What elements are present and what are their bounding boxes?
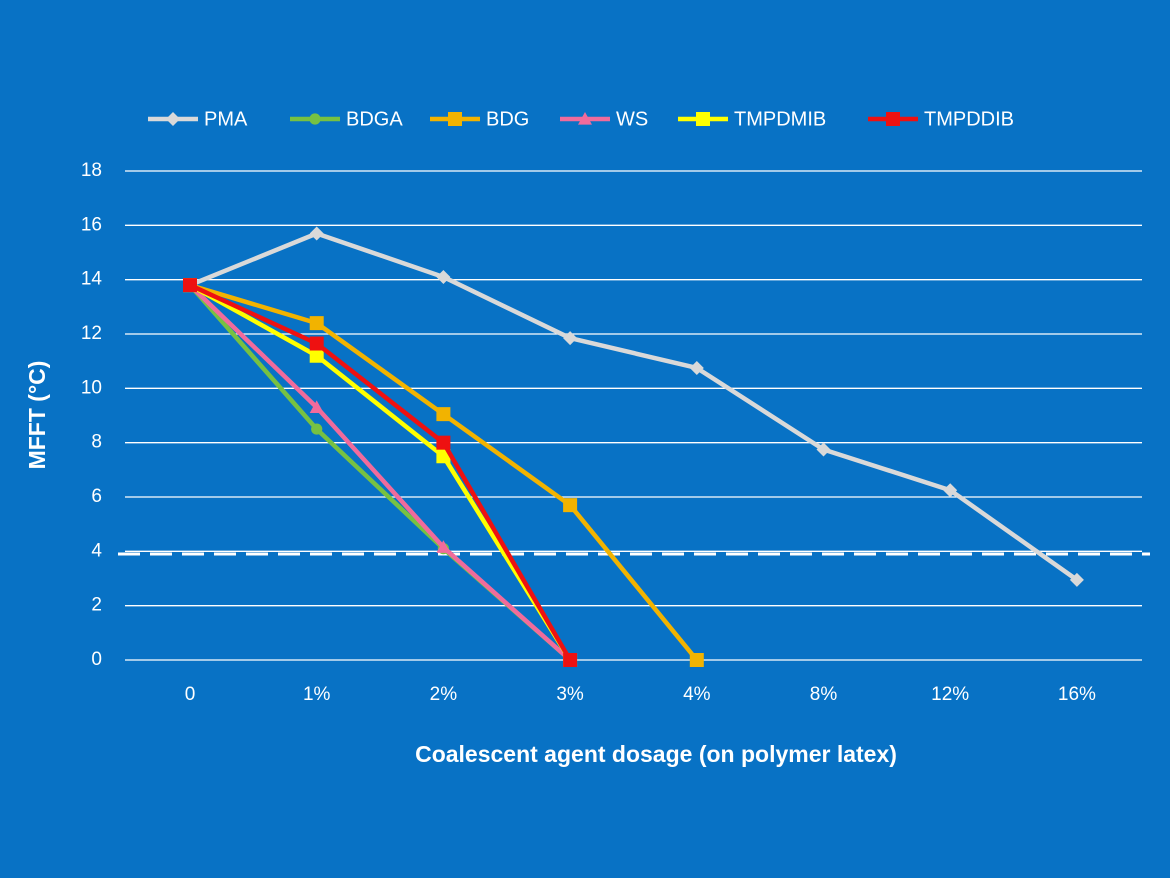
x-tick-label: 12% (931, 684, 969, 705)
x-tick-label: 8% (810, 684, 838, 705)
y-axis-ticks: 0 2 4 6 8 10 12 14 16 18 (81, 160, 103, 670)
legend-swatch-marker (696, 112, 710, 126)
x-tick-label: 4% (683, 684, 711, 705)
legend-item-bdga: BDGA (290, 108, 403, 130)
legend-swatch-marker (448, 112, 462, 126)
legend-swatch-marker (886, 112, 900, 126)
data-point-tmpddib (310, 337, 324, 351)
legend-label: TMPDMIB (734, 108, 826, 130)
x-tick-label: 2% (430, 684, 458, 705)
data-point-tmpddib (183, 278, 197, 292)
x-tick-label: 16% (1058, 684, 1096, 705)
legend-label: BDG (486, 108, 529, 130)
x-tick-label: 3% (556, 684, 584, 705)
data-point-bdg (563, 498, 577, 512)
data-point-tmpdmib (310, 349, 324, 363)
chart: 0 2 4 6 8 10 12 14 16 18 0 1% 2% 3% 4% 8% 12% 16% PMA BDG… (0, 0, 1170, 878)
legend-label: BDGA (346, 108, 403, 130)
data-point-bdg (436, 407, 450, 421)
y-tick-label: 8 (91, 432, 102, 453)
legend-item-tmpdmib: TMPDMIB (678, 108, 826, 130)
x-tick-label: 1% (303, 684, 331, 705)
legend-label: TMPDDIB (924, 108, 1014, 130)
y-axis-title: MFFT (°C) (24, 361, 50, 470)
data-point-pma (310, 226, 324, 240)
y-tick-label: 12 (81, 323, 102, 344)
data-point-bdg (690, 653, 704, 667)
legend-item-bdg: BDG (430, 108, 529, 130)
data-point-tmpddib (436, 436, 450, 450)
y-tick-label: 0 (91, 649, 102, 670)
data-point-pma (563, 331, 577, 345)
data-point-pma (436, 270, 450, 284)
series-line-pma (190, 233, 1077, 579)
y-tick-label: 10 (81, 377, 102, 398)
y-tick-label: 6 (91, 486, 102, 507)
x-axis-ticks: 0 1% 2% 3% 4% 8% 12% 16% (185, 684, 1096, 705)
legend-swatch-marker (166, 112, 180, 126)
data-point-bdg (310, 316, 324, 330)
series-bdg (183, 278, 704, 667)
legend-label: PMA (204, 108, 248, 130)
series-line-ws (190, 285, 570, 660)
data-point-bdga (311, 423, 322, 434)
series-group (183, 226, 1084, 667)
legend-label: WS (616, 108, 648, 130)
x-tick-label: 0 (185, 684, 196, 705)
x-axis-title: Coalescent agent dosage (on polymer late… (415, 741, 897, 767)
legend-item-ws: WS (560, 108, 648, 130)
y-tick-label: 4 (91, 540, 102, 561)
y-tick-label: 2 (91, 595, 102, 616)
legend-item-tmpddib: TMPDDIB (868, 108, 1014, 130)
y-tick-label: 16 (81, 214, 102, 235)
y-tick-label: 18 (81, 160, 102, 181)
series-ws (183, 278, 577, 665)
y-tick-label: 14 (81, 269, 103, 290)
data-point-tmpddib (563, 653, 577, 667)
legend: PMA BDGA BDG WS TMPDMIB TMPDDIB (148, 108, 1014, 130)
legend-item-pma: PMA (148, 108, 248, 130)
gridlines (125, 171, 1142, 660)
series-line-bdg (190, 285, 697, 660)
legend-swatch-marker (309, 113, 320, 124)
